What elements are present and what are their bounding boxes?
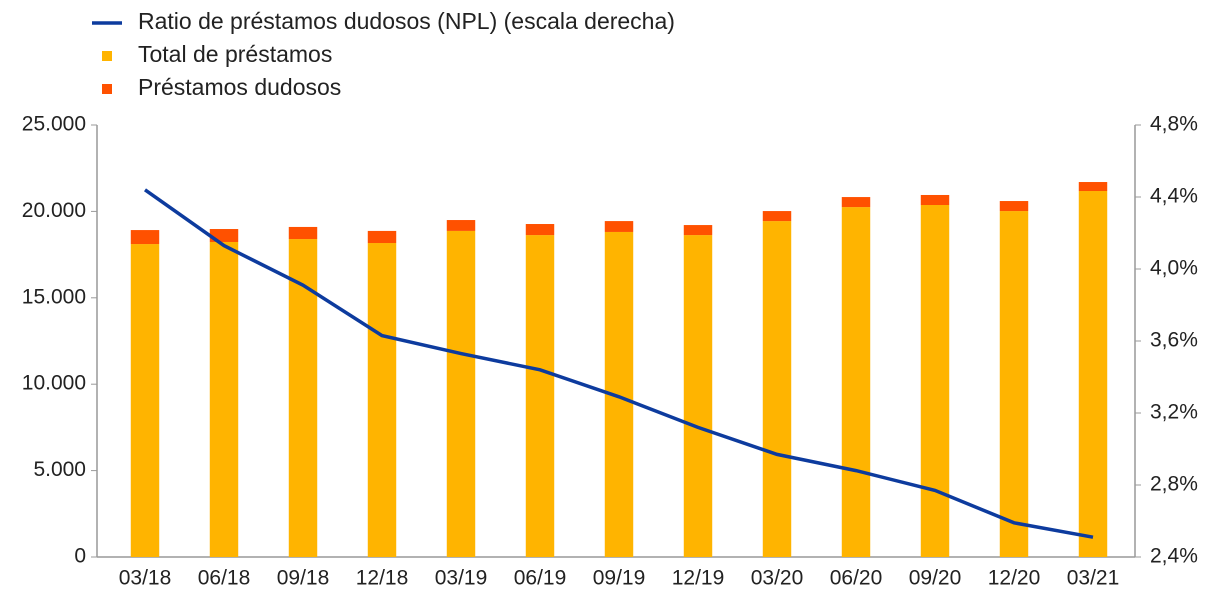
y-tick-label: 5.000 <box>33 458 86 481</box>
y-tick-label: 10.000 <box>22 372 86 395</box>
y2-tick-label: 4,4% <box>1150 185 1198 208</box>
y-tick-label: 20.000 <box>22 199 86 222</box>
bar <box>446 230 476 558</box>
bar <box>999 211 1029 558</box>
legend-swatch <box>102 51 112 61</box>
legend: Ratio de préstamos dudosos (NPL) (escala… <box>92 8 675 100</box>
x-tick-label: 03/20 <box>751 567 804 590</box>
y2-tick-label: 2,4% <box>1150 545 1198 568</box>
bar <box>130 230 160 245</box>
bar <box>762 221 792 558</box>
x-tick-label: 12/19 <box>672 567 725 590</box>
legend-label: Préstamos dudosos <box>138 74 341 100</box>
bar <box>604 221 634 232</box>
bar <box>920 194 950 206</box>
bar <box>683 225 713 236</box>
x-tick-label: 03/19 <box>435 567 488 590</box>
y2-tick-label: 2,8% <box>1150 473 1198 496</box>
bar <box>209 241 239 557</box>
y-tick-label: 0 <box>74 545 86 568</box>
x-tick-label: 06/18 <box>198 567 251 590</box>
y2-tick-label: 4,0% <box>1150 257 1198 280</box>
x-tick-label: 03/21 <box>1067 567 1120 590</box>
bar <box>762 211 792 222</box>
bar <box>525 224 555 236</box>
line <box>143 188 1094 539</box>
x-tick-label: 09/20 <box>909 567 962 590</box>
y2-tick-label: 4,8% <box>1150 113 1198 136</box>
x-tick-label: 09/18 <box>277 567 330 590</box>
x-tick-label: 12/18 <box>356 567 409 590</box>
bar <box>367 230 397 244</box>
x-tick-label: 03/18 <box>119 567 172 590</box>
bar <box>1078 182 1108 192</box>
bar <box>841 207 871 557</box>
bar <box>130 244 160 557</box>
bar <box>367 243 397 557</box>
bar <box>841 197 871 208</box>
legend-label: Total de préstamos <box>138 41 332 67</box>
y2-tick-label: 3,2% <box>1150 401 1198 424</box>
bar <box>288 226 318 240</box>
x-tick-label: 12/20 <box>988 567 1041 590</box>
x-tick-label: 06/20 <box>830 567 883 590</box>
bar <box>525 235 555 557</box>
x-tick-label: 06/19 <box>514 567 567 590</box>
y-tick-label: 25.000 <box>22 113 86 136</box>
bar <box>999 201 1029 212</box>
x-tick-label: 09/19 <box>593 567 646 590</box>
y-tick-label: 15.000 <box>22 285 86 308</box>
legend-swatch <box>102 84 112 94</box>
bar <box>920 205 950 557</box>
bar <box>446 220 476 231</box>
bar <box>683 235 713 557</box>
legend-label: Ratio de préstamos dudosos (NPL) (escala… <box>138 8 675 34</box>
y2-tick-label: 3,6% <box>1150 329 1198 352</box>
bar <box>1078 191 1108 558</box>
